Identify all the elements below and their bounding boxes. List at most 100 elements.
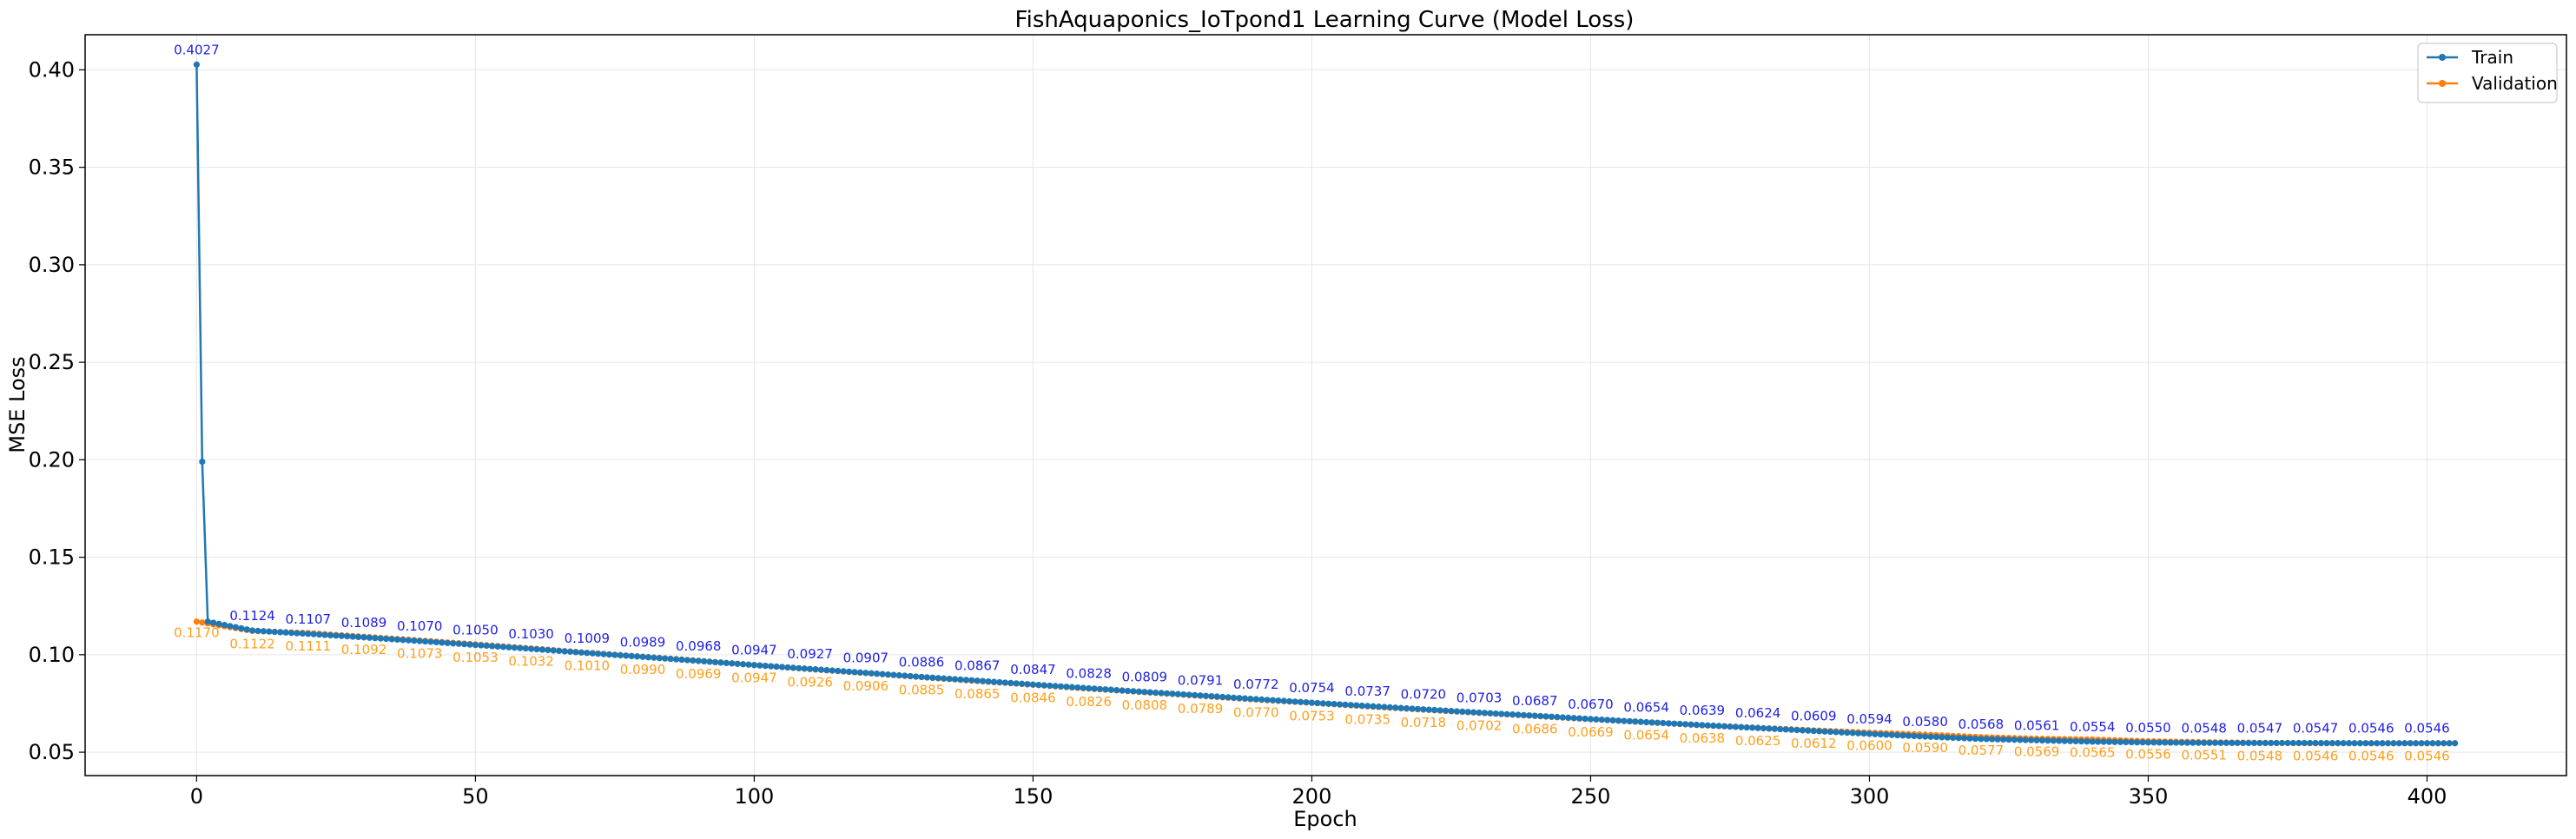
train-point bbox=[1153, 689, 1159, 697]
train-point bbox=[734, 660, 741, 667]
train-value-label: 0.0947 bbox=[731, 643, 777, 658]
train-point bbox=[2407, 740, 2414, 747]
train-value-label: 0.0670 bbox=[1568, 697, 1614, 712]
train-point bbox=[1052, 683, 1059, 690]
train-point bbox=[1833, 729, 1840, 736]
train-point bbox=[1403, 704, 1410, 712]
train-point bbox=[411, 638, 418, 644]
train-point bbox=[634, 653, 641, 660]
train-point bbox=[1665, 720, 1672, 727]
train-point bbox=[2190, 739, 2196, 746]
validation-value-label: 0.0638 bbox=[1680, 730, 1726, 746]
train-point bbox=[2172, 739, 2180, 746]
train-point bbox=[879, 671, 886, 677]
validation-value-label: 0.0808 bbox=[1122, 697, 1168, 713]
train-point bbox=[1855, 730, 1862, 737]
train-point bbox=[499, 644, 507, 651]
train-value-label: 0.0968 bbox=[676, 638, 722, 654]
train-point bbox=[1358, 702, 1365, 710]
train-point bbox=[1492, 710, 1499, 717]
train-point bbox=[2089, 738, 2096, 745]
train-point bbox=[1291, 698, 1298, 705]
train-point bbox=[1225, 694, 1232, 701]
train-point bbox=[215, 620, 222, 627]
train-point bbox=[1286, 697, 1293, 705]
train-point bbox=[2111, 738, 2118, 745]
train-value-label: 0.0791 bbox=[1178, 673, 1224, 689]
train-point bbox=[1124, 687, 1132, 695]
train-point bbox=[1554, 714, 1561, 721]
train-point bbox=[1331, 700, 1338, 708]
train-point bbox=[1040, 682, 1047, 689]
train-point bbox=[1392, 704, 1399, 711]
train-point bbox=[1916, 733, 1923, 740]
train-point bbox=[2413, 740, 2420, 747]
train-point bbox=[2335, 740, 2342, 747]
train-point bbox=[684, 657, 690, 664]
train-value-label: 0.0687 bbox=[1512, 693, 1558, 709]
train-point bbox=[1437, 707, 1443, 714]
train-point bbox=[1425, 706, 1432, 713]
train-point bbox=[985, 677, 992, 685]
validation-value-label: 0.1053 bbox=[452, 650, 499, 665]
train-point bbox=[1503, 710, 1510, 717]
train-point bbox=[1381, 704, 1388, 710]
train-point bbox=[556, 647, 563, 655]
train-point bbox=[2323, 739, 2330, 747]
x-tick-label: 100 bbox=[735, 784, 775, 809]
train-point bbox=[1654, 719, 1661, 726]
train-point bbox=[478, 642, 485, 649]
train-point bbox=[2256, 739, 2263, 747]
train-point bbox=[494, 643, 501, 651]
train-point bbox=[817, 666, 825, 673]
train-point bbox=[400, 637, 406, 644]
train-point bbox=[1899, 732, 1906, 739]
train-value-label: 0.0809 bbox=[1122, 670, 1168, 685]
train-point bbox=[517, 644, 524, 651]
train-point bbox=[667, 656, 674, 663]
train-point bbox=[868, 670, 875, 677]
train-point bbox=[1186, 691, 1192, 698]
train-point bbox=[1704, 722, 1711, 729]
train-point bbox=[1509, 711, 1516, 718]
train-value-label: 0.1089 bbox=[341, 615, 387, 631]
train-value-label: 0.0828 bbox=[1066, 665, 1112, 681]
train-point bbox=[962, 677, 969, 684]
train-point bbox=[505, 644, 512, 651]
train-value-label: 0.0568 bbox=[1958, 717, 2005, 732]
train-point bbox=[1325, 700, 1332, 707]
validation-value-label: 0.0770 bbox=[1233, 704, 1279, 720]
train-point bbox=[856, 669, 864, 676]
train-point bbox=[566, 648, 574, 655]
train-point bbox=[2117, 738, 2124, 745]
train-point bbox=[333, 632, 340, 639]
train-point bbox=[2134, 739, 2141, 746]
train-point bbox=[1520, 711, 1528, 718]
train-point bbox=[651, 654, 657, 661]
train-value-label: 0.0594 bbox=[1846, 711, 1892, 727]
train-point bbox=[717, 659, 724, 666]
validation-value-label: 0.0947 bbox=[731, 671, 777, 686]
train-point bbox=[1771, 725, 1778, 732]
train-point bbox=[929, 674, 936, 681]
train-point bbox=[678, 657, 685, 664]
train-value-label: 0.0847 bbox=[1010, 662, 1056, 677]
train-point bbox=[2278, 739, 2286, 747]
train-point bbox=[1732, 723, 1739, 730]
train-point bbox=[1721, 723, 1728, 730]
train-point bbox=[1615, 717, 1622, 724]
validation-value-label: 0.0686 bbox=[1512, 721, 1558, 737]
validation-value-label: 0.0551 bbox=[2181, 748, 2227, 763]
validation-value-label: 0.0546 bbox=[2293, 749, 2339, 764]
train-point bbox=[2077, 738, 2085, 745]
train-point bbox=[2038, 737, 2046, 744]
validation-value-label: 0.0735 bbox=[1344, 711, 1390, 727]
train-point bbox=[1927, 733, 1934, 740]
train-point bbox=[1526, 712, 1533, 719]
train-value-label: 0.4027 bbox=[174, 42, 220, 57]
train-point bbox=[2340, 740, 2347, 747]
train-point bbox=[2307, 739, 2314, 747]
train-point bbox=[1397, 704, 1404, 711]
train-value-label: 0.0548 bbox=[2181, 720, 2227, 736]
train-point bbox=[2144, 739, 2152, 746]
